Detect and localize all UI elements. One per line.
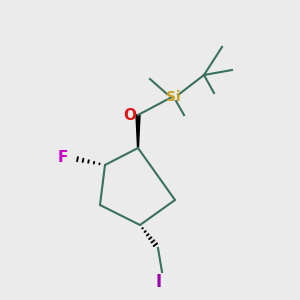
Text: O: O bbox=[124, 109, 136, 124]
Text: F: F bbox=[58, 151, 68, 166]
Text: I: I bbox=[156, 273, 162, 291]
Polygon shape bbox=[136, 115, 140, 148]
Text: Si: Si bbox=[166, 90, 180, 104]
